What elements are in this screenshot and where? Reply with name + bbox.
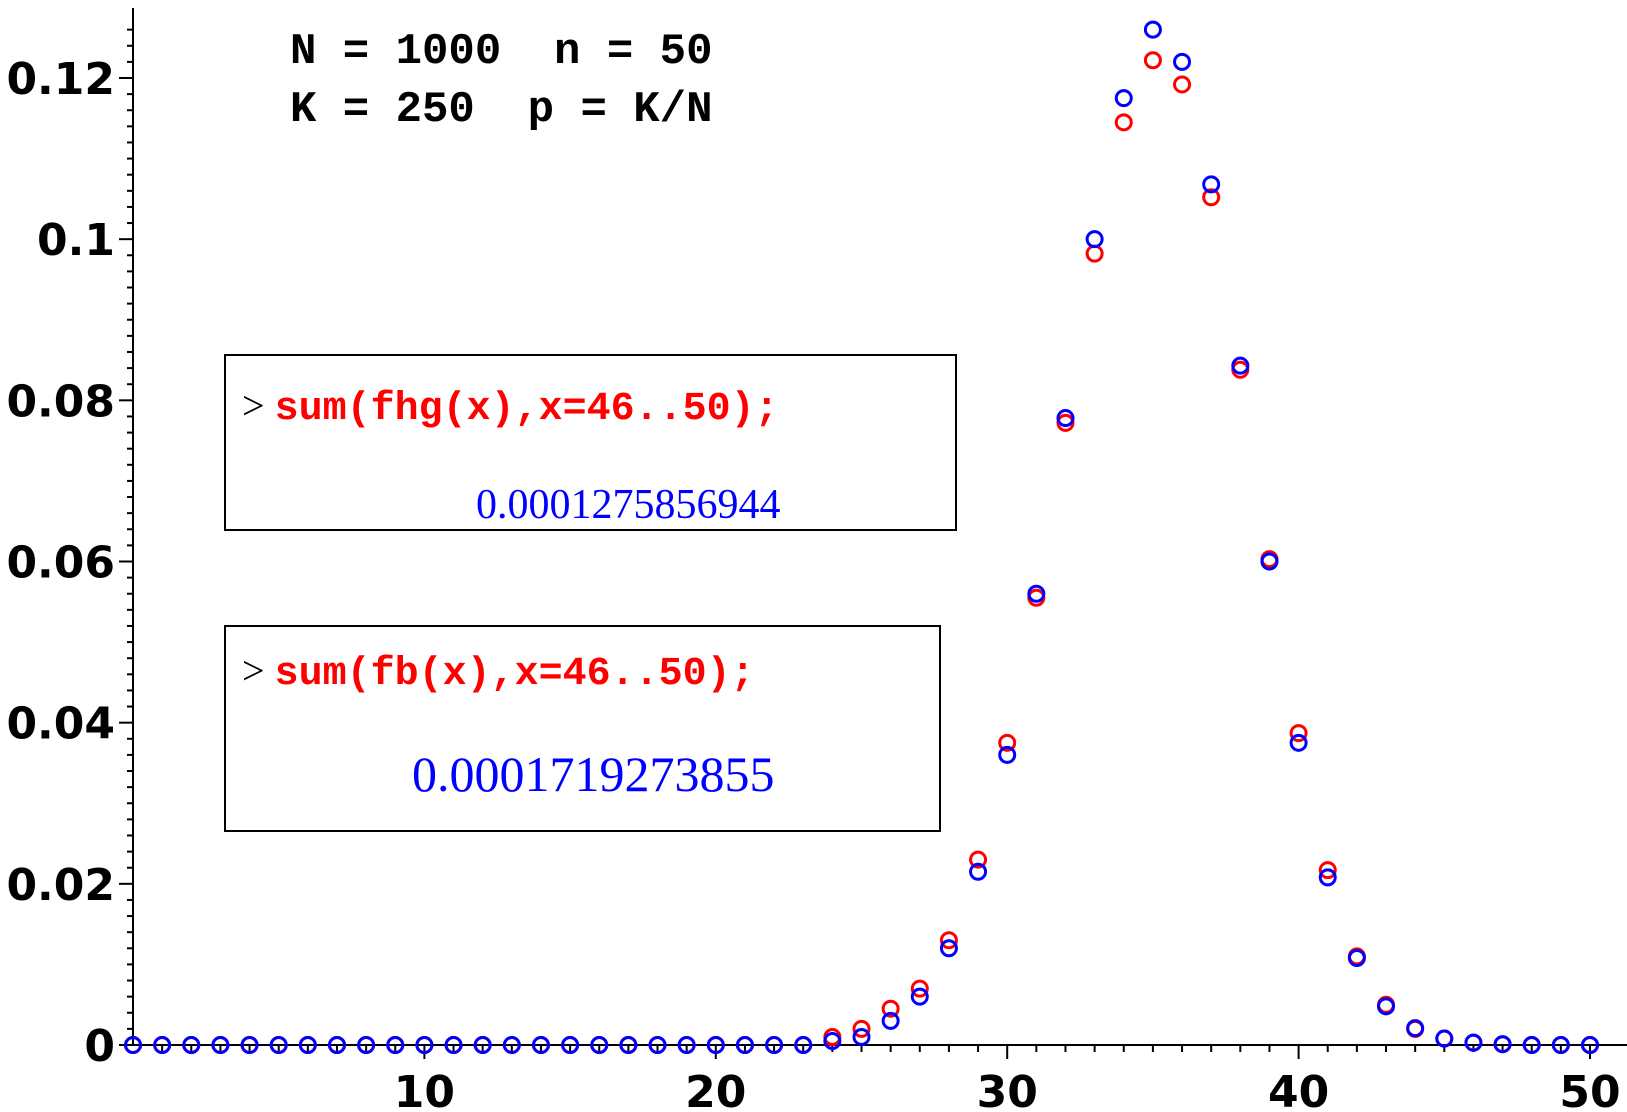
data-point	[1406, 1019, 1425, 1038]
data-point	[415, 1036, 434, 1054]
data-point	[1085, 244, 1104, 263]
data-point	[153, 1036, 172, 1054]
command-box-fb: > sum(fb(x),x=46..50); 0.0001719273855	[224, 625, 941, 832]
data-point	[765, 1036, 784, 1054]
x-tick-label: 40	[1268, 1067, 1329, 1112]
data-point	[1318, 861, 1337, 880]
data-point	[619, 1036, 638, 1054]
data-point	[1143, 51, 1162, 70]
data-point	[327, 1036, 346, 1054]
data-point	[298, 1036, 317, 1054]
series-1	[124, 20, 1599, 1054]
y-tick-label: 0.1	[37, 215, 115, 266]
y-tick-label: 0	[84, 1021, 115, 1072]
data-point	[1027, 584, 1046, 603]
data-marks	[124, 20, 1599, 1054]
command-line-fhg: > sum(fhg(x),x=46..50);	[242, 386, 779, 430]
data-point	[444, 1036, 463, 1054]
y-tick-label: 0.02	[6, 860, 115, 911]
data-point	[386, 1036, 405, 1054]
data-point	[910, 987, 929, 1006]
axes: 0 0.02 0.04 0.06 0.08 0.1 0.12 10 20 30 40 50	[6, 8, 1627, 1112]
data-point	[1143, 20, 1162, 39]
command-box-fhg: > sum(fhg(x),x=46..50); 0.0001275856944	[224, 354, 957, 531]
y-tick-label: 0.12	[6, 54, 115, 105]
data-point	[1493, 1035, 1512, 1054]
data-point	[969, 862, 988, 881]
data-point	[998, 745, 1017, 764]
data-point	[211, 1036, 230, 1054]
data-point	[240, 1036, 259, 1054]
y-tick-label: 0.08	[6, 376, 115, 427]
prompt-symbol: >	[242, 648, 265, 693]
prompt-symbol: >	[242, 383, 265, 428]
data-point	[677, 1036, 696, 1054]
command-output-fb: 0.0001719273855	[412, 746, 775, 802]
data-point	[1464, 1033, 1483, 1052]
data-point	[1085, 230, 1104, 249]
data-point	[1114, 89, 1133, 108]
data-point	[823, 1031, 842, 1050]
data-point	[881, 999, 900, 1018]
x-tick-label: 20	[685, 1067, 746, 1112]
data-point	[124, 1036, 142, 1054]
data-point	[969, 850, 988, 869]
x-tick-label: 50	[1559, 1067, 1620, 1112]
command-input-fb: sum(fb(x),x=46..50);	[274, 652, 755, 697]
data-point	[1551, 1036, 1570, 1054]
data-point	[1377, 997, 1396, 1016]
command-line-fb: > sum(fb(x),x=46..50);	[242, 651, 755, 695]
data-point	[357, 1036, 376, 1054]
command-output-fhg: 0.0001275856944	[476, 482, 781, 528]
data-point	[1114, 113, 1133, 132]
data-point	[852, 1019, 871, 1038]
data-point	[182, 1036, 201, 1054]
data-point	[1318, 868, 1337, 887]
data-point	[269, 1036, 288, 1054]
data-point	[1202, 188, 1221, 207]
data-point	[1173, 52, 1192, 71]
data-point	[1581, 1036, 1599, 1054]
data-point	[998, 733, 1017, 752]
data-point	[1435, 1029, 1454, 1048]
data-point	[735, 1036, 754, 1054]
data-point	[1173, 75, 1192, 94]
data-point	[473, 1036, 492, 1054]
params-line-1: N = 1000 n = 50	[290, 27, 713, 77]
data-point	[561, 1036, 580, 1054]
y-tick-label: 0.04	[6, 699, 115, 750]
data-point	[939, 931, 958, 950]
x-tick-label: 30	[977, 1067, 1038, 1112]
command-input-fhg: sum(fhg(x),x=46..50);	[274, 387, 779, 432]
data-point	[910, 979, 929, 998]
series-0	[124, 51, 1599, 1054]
data-point	[531, 1036, 550, 1054]
data-point	[590, 1036, 609, 1054]
data-point	[648, 1036, 667, 1054]
data-point	[706, 1036, 725, 1054]
data-point	[1347, 948, 1366, 967]
params-line-2: K = 250 p = K/N	[290, 85, 713, 135]
data-point	[1231, 356, 1250, 375]
data-point	[1289, 733, 1308, 752]
data-point	[794, 1036, 813, 1054]
data-point	[1202, 175, 1221, 194]
data-point	[502, 1036, 521, 1054]
data-point	[1289, 724, 1308, 743]
data-point	[939, 939, 958, 958]
y-tick-label: 0.06	[6, 538, 115, 589]
data-point	[1056, 409, 1075, 428]
data-point	[1260, 552, 1279, 571]
x-tick-label: 10	[394, 1067, 455, 1112]
data-point	[1522, 1036, 1541, 1054]
data-point	[852, 1027, 871, 1046]
data-point	[881, 1011, 900, 1030]
